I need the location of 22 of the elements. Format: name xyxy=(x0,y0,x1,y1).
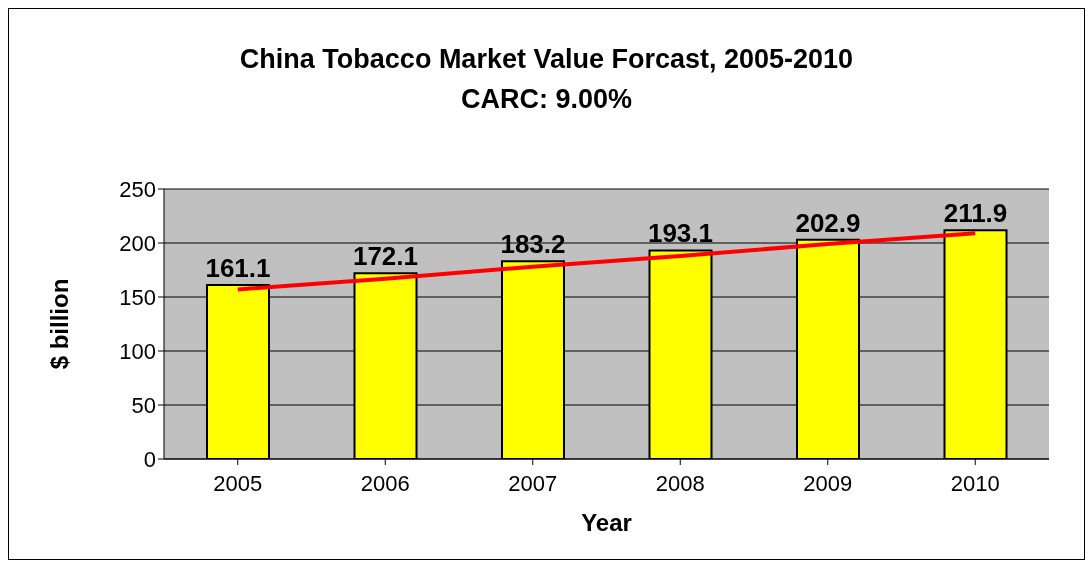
data-label: 202.9 xyxy=(795,207,861,238)
x-tick-label: 2008 xyxy=(655,470,705,496)
x-tick-label: 2006 xyxy=(360,470,410,496)
chart-title: China Tobacco Market Value Forcast, 2005-2010 xyxy=(238,43,855,76)
data-label: 193.1 xyxy=(647,218,714,249)
y-tick-label: 0 xyxy=(143,446,156,472)
x-axis-title: Year xyxy=(581,509,632,536)
data-label: 211.9 xyxy=(943,198,1008,229)
data-label: 161.1 xyxy=(205,253,271,284)
x-tick-label: 2009 xyxy=(803,470,853,496)
x-tick-label: 2005 xyxy=(213,470,263,496)
y-tick-label: 50 xyxy=(131,392,156,418)
y-axis-title: $ billion xyxy=(45,278,73,370)
chart-subtitle: CARC: 9.00% xyxy=(459,83,633,116)
x-tick-label: 2007 xyxy=(508,470,558,496)
y-tick-label: 100 xyxy=(119,338,156,364)
data-label: 183.2 xyxy=(500,229,566,260)
y-tick-label: 150 xyxy=(119,284,156,310)
y-tick-label: 250 xyxy=(119,176,156,202)
y-tick-label: 200 xyxy=(119,230,156,256)
x-tick-label: 2010 xyxy=(950,470,1000,496)
data-label: 172.1 xyxy=(352,241,419,272)
